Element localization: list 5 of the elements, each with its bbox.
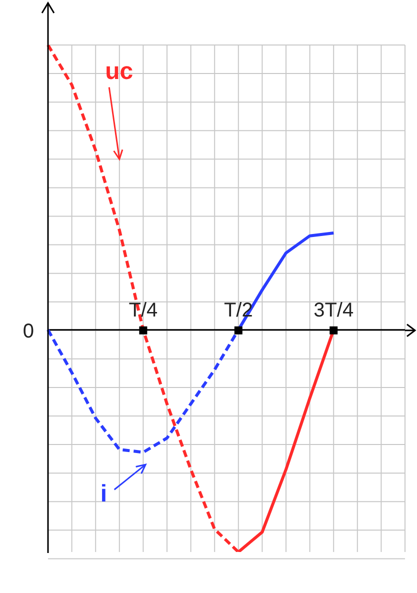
x-tick-label: 3T/4 <box>314 299 354 322</box>
x-tick-label: T/4 <box>128 299 158 322</box>
annotation: uc <box>105 58 134 86</box>
text: 0 <box>22 320 34 342</box>
annotation: i <box>100 480 108 508</box>
